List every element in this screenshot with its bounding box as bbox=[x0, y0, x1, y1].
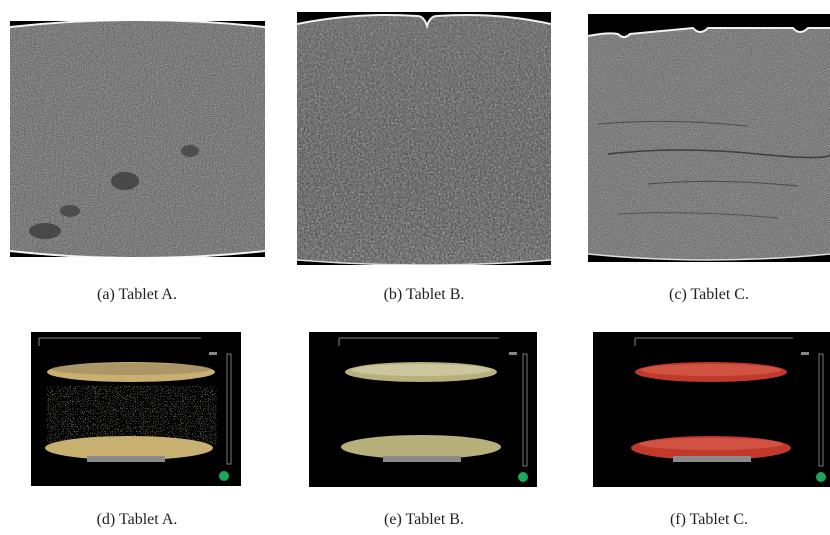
caption-c: (c) Tablet C. bbox=[669, 286, 749, 303]
caption-d: (d) Tablet A. bbox=[96, 511, 178, 528]
ct-slice-tablet-b bbox=[297, 12, 551, 265]
render-tablet-c bbox=[593, 332, 830, 487]
caption-e: (e) Tablet B. bbox=[384, 511, 464, 528]
ct-slice-tablet-a bbox=[10, 21, 265, 257]
caption-f: (f) Tablet C. bbox=[669, 511, 749, 528]
caption-a: (a) Tablet A. bbox=[97, 286, 177, 303]
render-tablet-a bbox=[31, 332, 241, 486]
caption-b: (b) Tablet B. bbox=[383, 286, 465, 303]
render-tablet-b bbox=[309, 332, 537, 487]
ct-slice-tablet-c bbox=[588, 14, 830, 262]
